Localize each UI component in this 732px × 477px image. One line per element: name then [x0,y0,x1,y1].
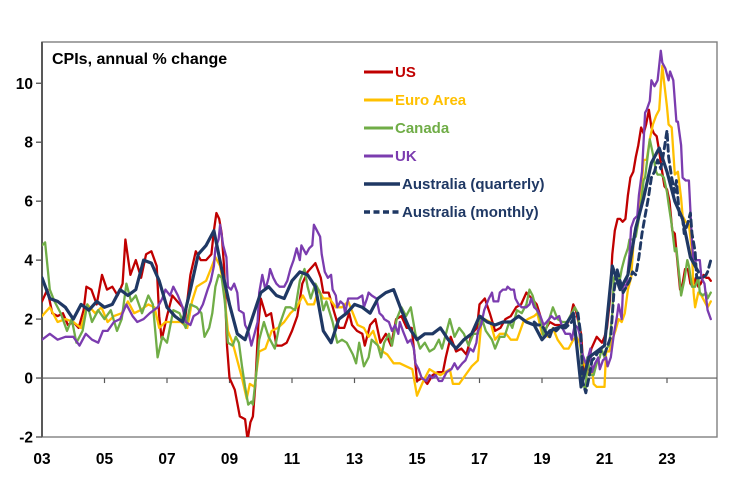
y-tick-label: 2 [24,312,33,329]
legend-item-euro-area: Euro Area [364,86,545,114]
x-tick-label: 15 [408,451,426,468]
x-tick-label: 03 [33,451,51,468]
legend-item-us: US [364,58,545,86]
legend-label-euro-area: Euro Area [395,91,467,109]
x-tick-label: 09 [221,451,239,468]
y-tick-label: 6 [24,194,33,211]
x-tick-label: 07 [158,451,175,468]
legend-line-sample-australia-quarterly [364,182,400,186]
x-tick-label: 13 [346,451,364,468]
legend-item-australia-monthly: Australia (monthly) [364,198,545,226]
legend: US Euro Area Canada UK Australia (quarterly)… [364,58,545,226]
y-tick-label: 10 [16,76,33,93]
x-tick-label: 17 [471,451,488,468]
legend-label-uk: UK [395,147,417,165]
x-tick-label: 05 [96,451,114,468]
legend-line-sample-us [364,70,393,74]
chart-title: CPIs, annual % change [52,51,228,68]
legend-line-sample-euro-area [364,98,393,102]
series-group [42,49,713,437]
legend-line-sample-uk [364,154,393,158]
x-tick-label: 11 [284,451,301,468]
legend-label-australia-monthly: Australia (monthly) [402,203,539,221]
x-tick-label: 21 [596,451,614,468]
x-tick-label: 23 [658,451,676,468]
legend-label-us: US [395,63,416,81]
x-tick-label: 19 [533,451,551,468]
y-tick-label: 8 [24,135,33,152]
y-tick-label: 0 [24,371,33,388]
y-tick-label: 4 [24,253,33,270]
y-tick-label: -2 [19,430,33,447]
series-line-uk [42,49,712,383]
legend-line-sample-australia-monthly [364,210,400,214]
legend-item-uk: UK [364,142,545,170]
series-line-australia-monthly [532,128,713,395]
legend-item-canada: Canada [364,114,545,142]
legend-label-canada: Canada [395,119,450,137]
legend-item-australia-quarterly: Australia (quarterly) [364,170,545,198]
legend-line-sample-canada [364,126,393,130]
legend-label-australia-quarterly: Australia (quarterly) [402,175,545,193]
series-line-australia-quarterly [42,146,700,389]
